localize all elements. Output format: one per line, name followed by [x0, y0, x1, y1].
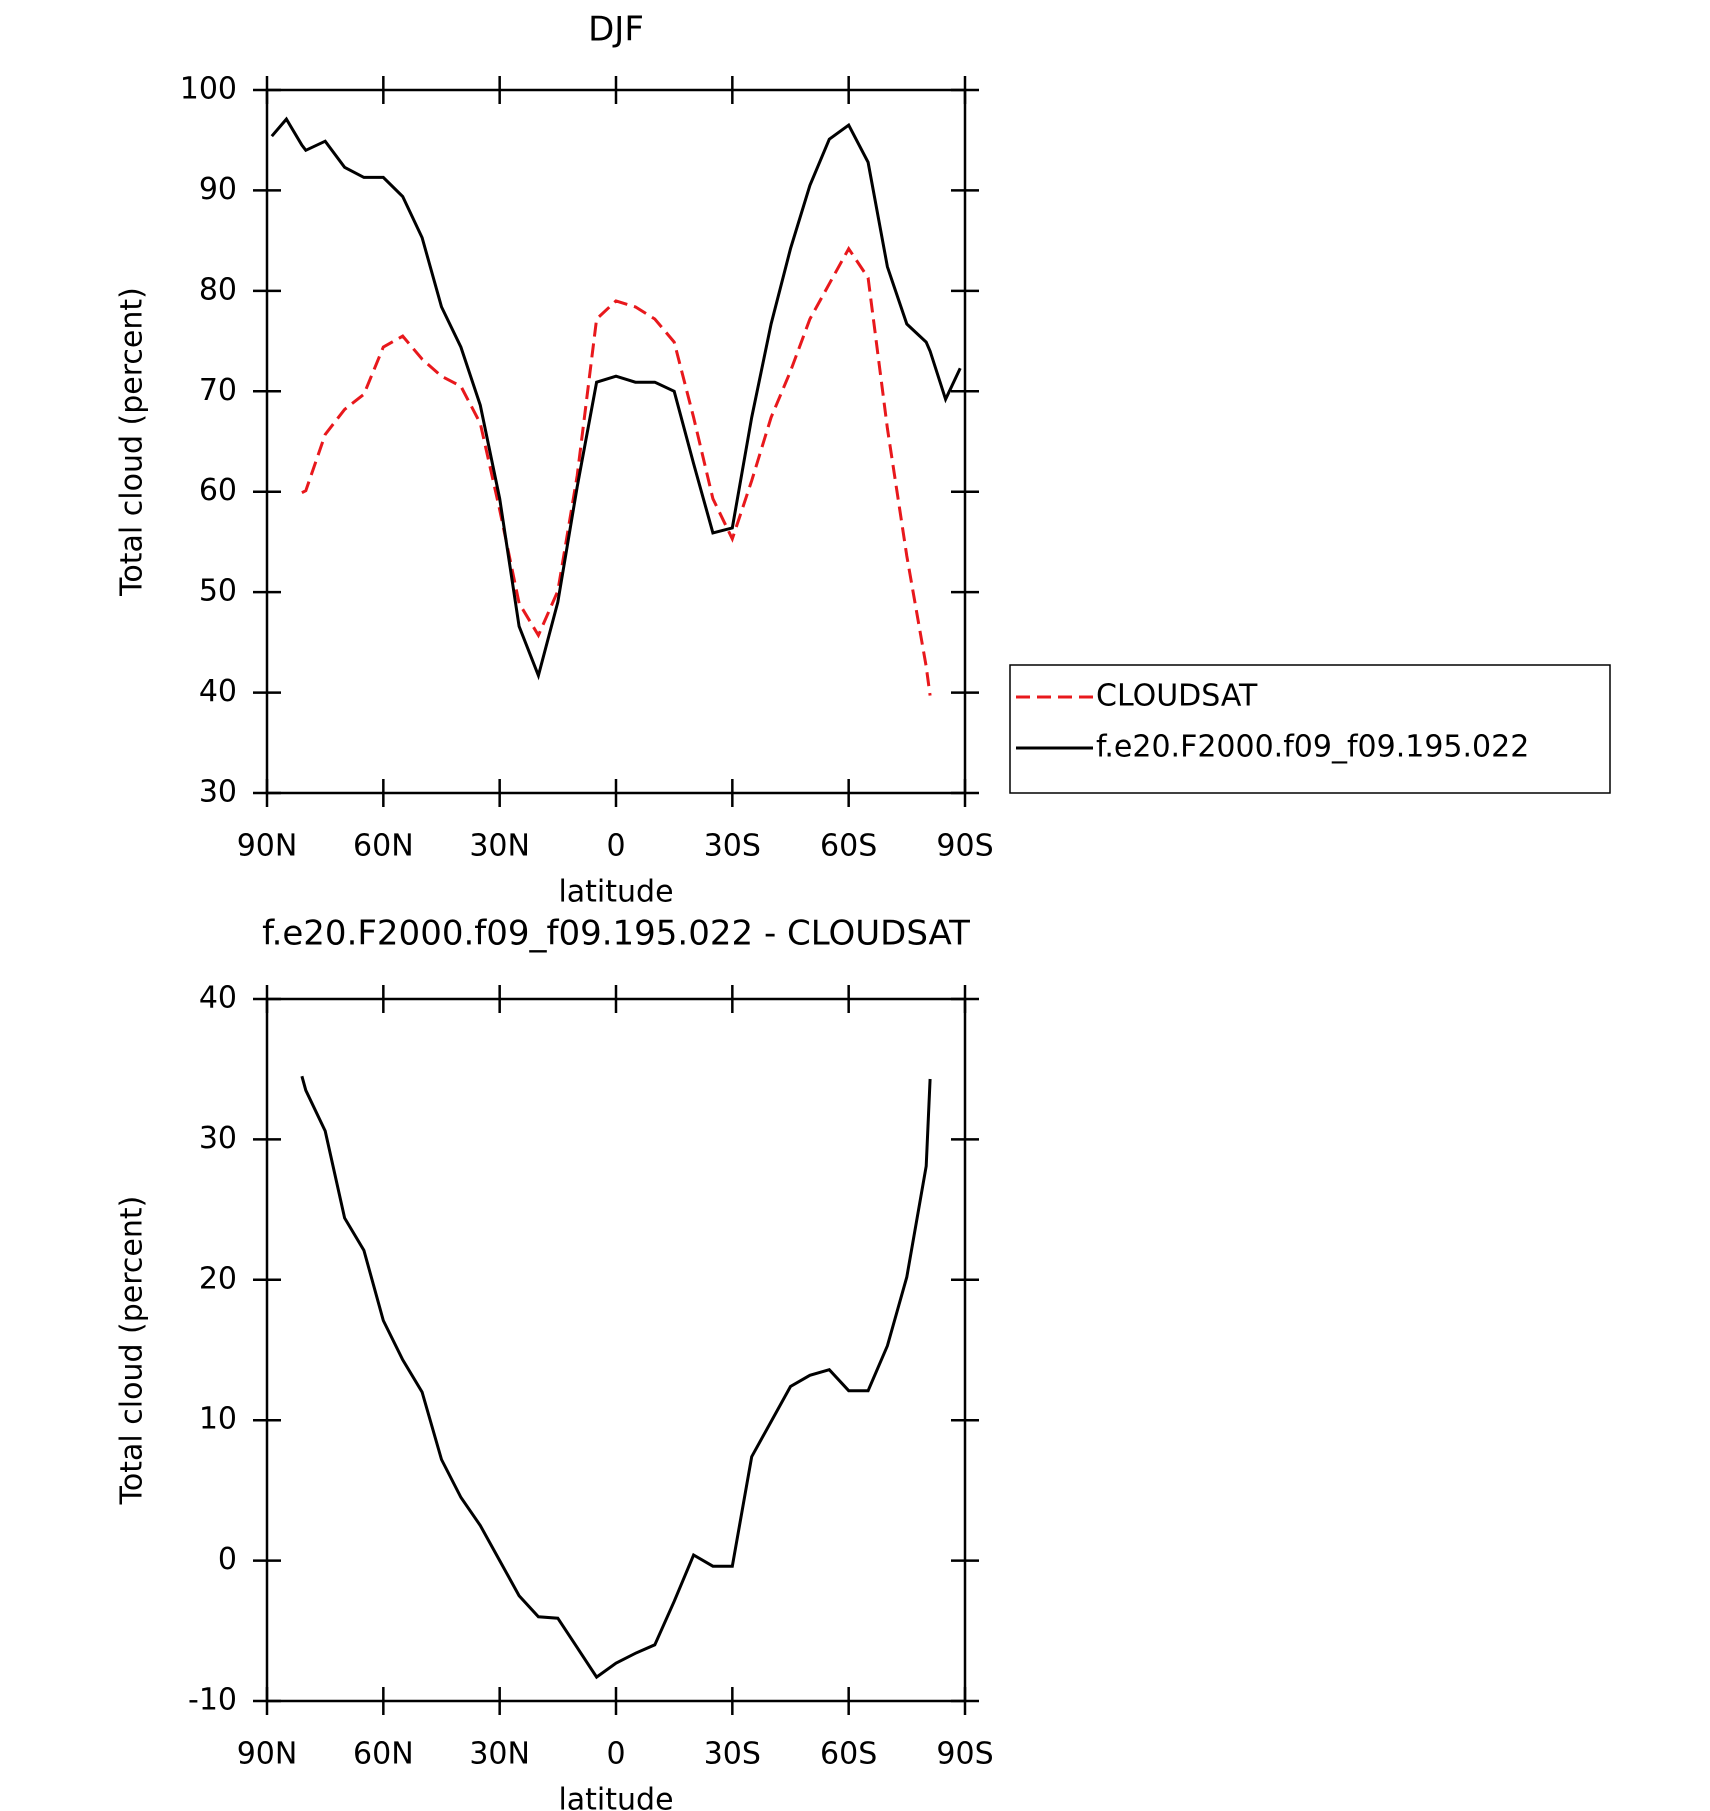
- y-tick-label: 40: [199, 981, 237, 1016]
- x-tick-label: 30S: [704, 829, 761, 864]
- y-tick-label: 20: [199, 1261, 237, 1296]
- x-tick-label: 90N: [237, 1737, 298, 1772]
- x-tick-label: 0: [606, 829, 625, 864]
- y-tick-label: 30: [199, 1121, 237, 1156]
- legend-label: CLOUDSAT: [1096, 679, 1258, 714]
- x-tick-label: 90S: [936, 829, 993, 864]
- y-tick-label: -10: [188, 1683, 237, 1718]
- plot-frame: [265, 88, 967, 795]
- y-tick-label: 30: [199, 775, 237, 810]
- y-axis-label: Total cloud (percent): [115, 287, 150, 597]
- chart-title: DJF: [588, 10, 644, 50]
- x-tick-label: 0: [606, 1737, 625, 1772]
- x-tick-label: 30S: [704, 1737, 761, 1772]
- x-axis-label: latitude: [558, 875, 673, 910]
- y-tick-label: 100: [180, 72, 237, 107]
- y-tick-label: 50: [199, 574, 237, 609]
- y-tick-label: 0: [218, 1542, 237, 1577]
- chart-title: f.e20.F2000.f09_f09.195.022 - CLOUDSAT: [262, 914, 970, 954]
- x-tick-label: 90N: [237, 829, 298, 864]
- data-line: [300, 1075, 932, 1680]
- x-tick-label: 60N: [353, 829, 414, 864]
- plot-frame: [265, 997, 967, 1703]
- y-tick-label: 80: [199, 272, 237, 307]
- y-axis-label: Total cloud (percent): [115, 1196, 150, 1506]
- x-axis-label: latitude: [558, 1783, 673, 1811]
- y-tick-label: 10: [199, 1402, 237, 1437]
- x-tick-label: 60S: [820, 829, 877, 864]
- y-tick-label: 70: [199, 373, 237, 408]
- x-tick-label: 90S: [936, 1737, 993, 1772]
- y-tick-label: 40: [199, 674, 237, 709]
- x-tick-label: 30N: [469, 829, 530, 864]
- x-tick-label: 60N: [353, 1737, 414, 1772]
- x-tick-label: 30N: [469, 1737, 530, 1772]
- data-line: [301, 245, 932, 696]
- legend-box: [1009, 664, 1611, 794]
- legend-label: f.e20.F2000.f09_f09.195.022: [1096, 730, 1529, 765]
- x-tick-label: 60S: [820, 1737, 877, 1772]
- y-tick-label: 60: [199, 473, 237, 508]
- y-tick-label: 90: [199, 172, 237, 207]
- data-line: [270, 116, 962, 681]
